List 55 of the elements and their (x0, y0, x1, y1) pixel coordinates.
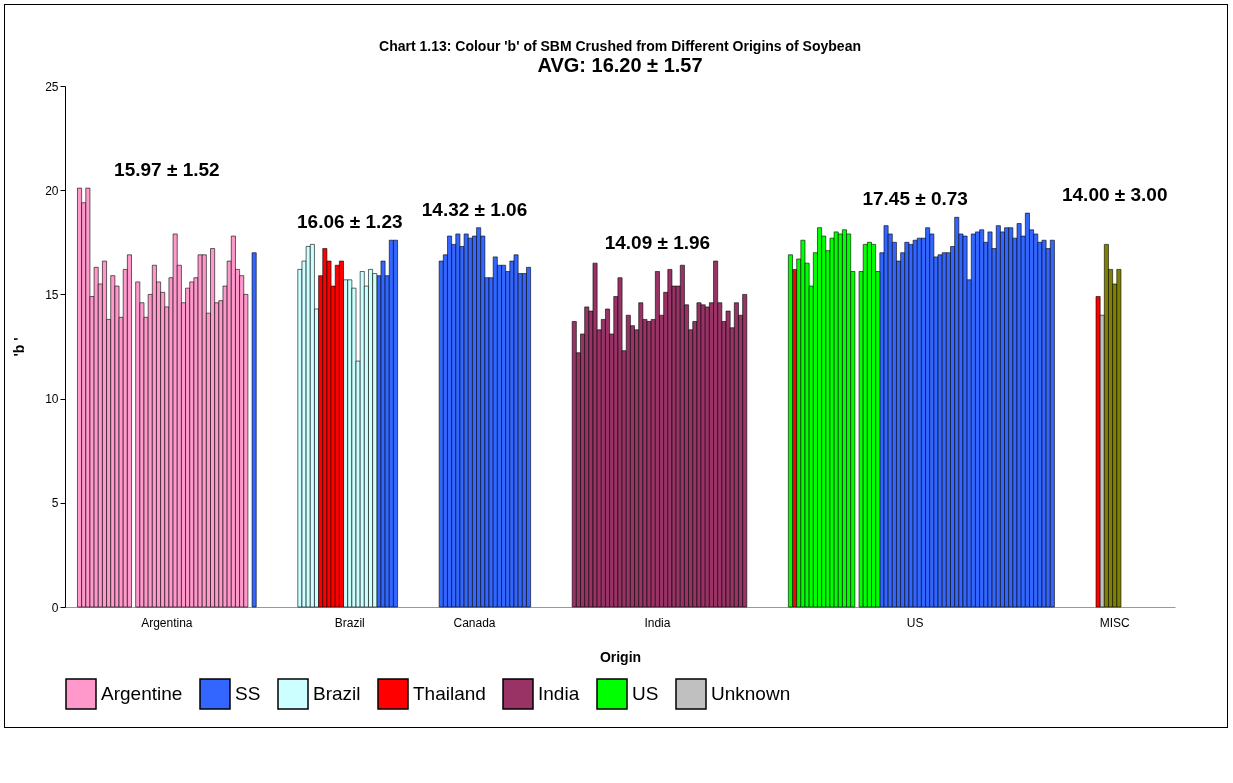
legend-label: US (632, 683, 659, 704)
chart-title: Chart 1.13: Colour 'b' of SBM Crushed from Different Origins of Soybean (379, 38, 861, 54)
legend-label: Argentine (101, 683, 183, 704)
bar (742, 294, 748, 608)
annotation: 14.09 ± 1.96 (604, 232, 711, 254)
bar (251, 252, 257, 608)
x-axis-title: Origin (599, 648, 642, 665)
bar (788, 254, 793, 608)
bar (85, 187, 91, 608)
y-tick-label: 15 (45, 287, 59, 302)
annotation: 14.00 ± 3.00 (1061, 184, 1168, 206)
y-tick-label: 0 (51, 600, 59, 615)
bar (912, 239, 918, 608)
bar (646, 321, 652, 608)
y-tick-label: 5 (51, 496, 59, 511)
bar (393, 239, 398, 608)
bar (339, 260, 344, 608)
bar (172, 233, 178, 608)
bar (617, 277, 623, 608)
y-tick-label: 10 (45, 392, 59, 407)
x-tick-label: Canada (453, 615, 496, 630)
bar (592, 262, 598, 608)
bar (1049, 239, 1055, 608)
y-axis-title: 'b ' (11, 337, 28, 357)
y-tick-label: 20 (45, 183, 59, 198)
bar (372, 273, 378, 608)
legend-label: SS (235, 683, 261, 704)
annotation: 15.97 ± 1.52 (114, 159, 220, 181)
legend-label: Brazil (313, 683, 361, 704)
bar (197, 254, 203, 608)
legend-label: Thailand (413, 683, 486, 704)
bar (1095, 296, 1101, 608)
bar (93, 267, 99, 608)
bar (1016, 223, 1022, 608)
bar (700, 304, 706, 608)
bar (127, 254, 132, 608)
bar (305, 246, 311, 608)
x-tick-label: MISC (1099, 615, 1131, 630)
annotation: 17.45 ± 0.73 (862, 188, 968, 210)
bar (463, 233, 469, 608)
y-tick-label: 25 (45, 79, 59, 94)
x-tick-label: US (906, 615, 924, 630)
legend-label: India (538, 683, 580, 704)
x-tick-label: India (644, 615, 671, 630)
bar (937, 254, 943, 608)
annotation: 14.32 ± 1.06 (421, 198, 528, 220)
x-tick-label: Argentina (141, 615, 193, 630)
bar (526, 267, 531, 608)
legend-label: Unknown (711, 683, 791, 704)
x-tick-label: Brazil (334, 615, 365, 630)
bar (725, 310, 731, 608)
annotation: 16.06 ± 1.23 (297, 211, 403, 233)
bar (1116, 269, 1122, 608)
chart-subtitle: AVG: 16.20 ± 1.57 (537, 54, 703, 76)
bar (833, 231, 839, 608)
